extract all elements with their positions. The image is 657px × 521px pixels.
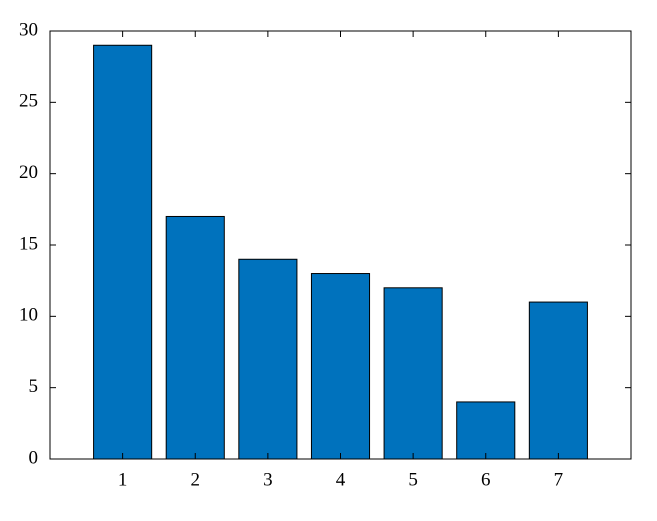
x-tick-label: 7 (554, 469, 564, 490)
bar (310, 273, 371, 460)
bar (383, 287, 443, 460)
x-tick-label: 4 (336, 469, 346, 490)
y-tick-label: 30 (19, 19, 38, 40)
y-tick-label: 20 (19, 162, 38, 183)
bar (528, 301, 588, 460)
x-tick-label: 3 (263, 469, 273, 490)
y-tick-label: 10 (19, 305, 38, 326)
x-tick-label: 5 (408, 469, 418, 490)
y-tick-label: 5 (29, 376, 39, 397)
bar (93, 44, 153, 460)
y-tick-label: 0 (29, 447, 39, 468)
bar (456, 401, 516, 460)
x-tick-label: 2 (191, 469, 201, 490)
bar (165, 215, 225, 460)
bar (238, 258, 298, 460)
x-tick-label: 1 (118, 469, 128, 490)
x-tick-label: 6 (481, 469, 491, 490)
y-tick-label: 25 (19, 91, 38, 112)
y-tick-label: 15 (19, 233, 38, 254)
